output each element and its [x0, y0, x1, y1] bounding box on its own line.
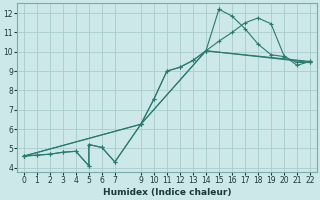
X-axis label: Humidex (Indice chaleur): Humidex (Indice chaleur) — [103, 188, 231, 197]
